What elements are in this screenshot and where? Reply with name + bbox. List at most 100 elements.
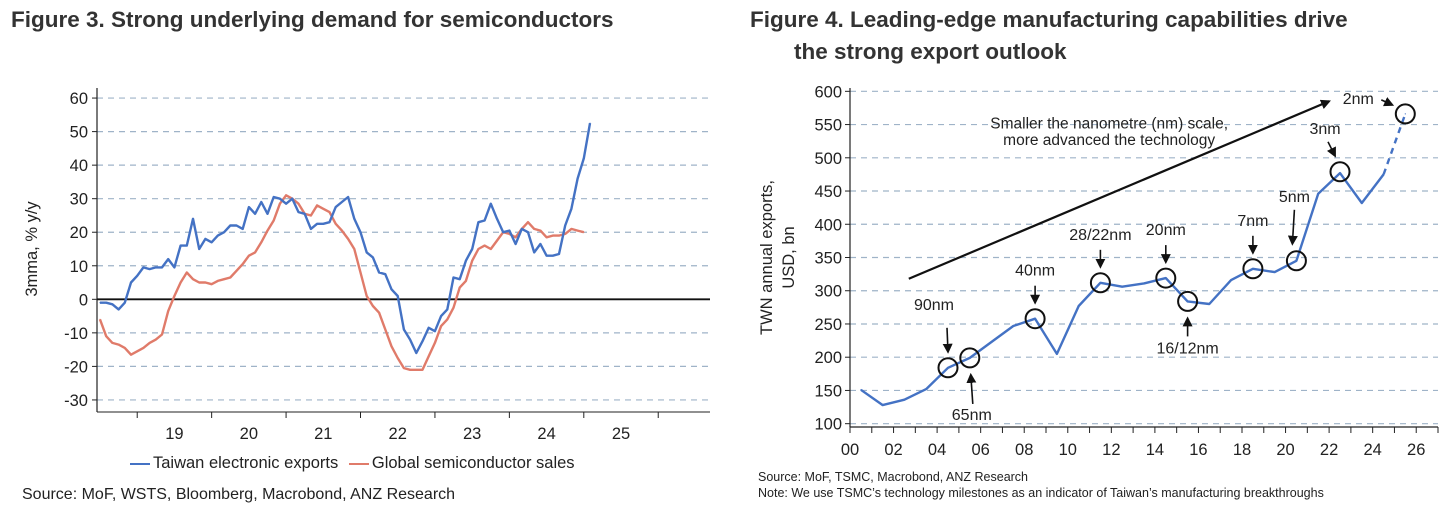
x-tick-label: 02 (884, 441, 902, 459)
data-point (341, 201, 343, 203)
y-tick-label: -20 (64, 358, 88, 376)
data-point (378, 271, 380, 274)
data-point (211, 283, 213, 285)
x-tick-label: 20 (1276, 441, 1294, 459)
milestone-arrow (1287, 209, 1298, 246)
data-point (372, 256, 374, 258)
milestone-label: 40nm (1015, 263, 1055, 280)
y-tick-label: 350 (814, 250, 842, 268)
annotation-line1: Smaller the nanometre (nm) scale, (990, 116, 1228, 133)
annotation-line2: more advanced the technology (1003, 132, 1215, 149)
data-point (446, 308, 448, 310)
data-point (1056, 353, 1058, 355)
legend-item-taiwan-exports: Taiwan electronic exports (130, 454, 338, 473)
data-point (273, 196, 275, 198)
data-point (111, 303, 113, 305)
x-tick-label: 14 (1146, 441, 1164, 459)
data-point (490, 203, 492, 205)
data-point (564, 233, 566, 235)
data-point (285, 203, 287, 205)
data-point (136, 275, 138, 277)
data-point (1361, 202, 1363, 204)
figure-4-source: Source: MoF, TSMC, Macrobond, ANZ Resear… (758, 470, 1029, 484)
x-tick-label: 26 (1407, 441, 1425, 459)
milestone-label: 20nm (1146, 222, 1186, 239)
legend-item-global-semis: Global semiconductor sales (348, 454, 575, 473)
milestone-40nm: 40nm (1015, 263, 1055, 330)
data-point (266, 213, 269, 215)
x-tick-label: 08 (1015, 441, 1033, 459)
data-point (192, 218, 194, 220)
data-point (105, 302, 107, 304)
data-point (161, 266, 163, 268)
x-tick-label: 06 (971, 441, 989, 459)
data-point (533, 251, 535, 253)
data-point (1078, 305, 1080, 307)
data-point (124, 302, 126, 304)
data-point (508, 230, 510, 232)
data-point (180, 245, 182, 247)
data-point (947, 367, 949, 369)
milestone-16-12nm: 16/12nm (1156, 290, 1219, 357)
data-point (235, 224, 238, 227)
data-point (552, 255, 554, 257)
data-point (421, 369, 424, 371)
data-point (533, 228, 535, 230)
data-point (570, 228, 573, 230)
data-point (496, 218, 498, 220)
data-point (322, 223, 324, 225)
data-point (297, 211, 300, 213)
data-point (589, 122, 591, 124)
y-tick-label: 250 (814, 316, 842, 334)
data-point (378, 312, 380, 314)
legend-swatch-global-semis (348, 462, 369, 465)
data-point (186, 271, 188, 274)
data-point (136, 350, 138, 352)
data-point (502, 231, 504, 233)
milestone-circle (959, 347, 981, 369)
data-point (366, 251, 368, 253)
figure-3-panel: Figure 3. Strong underlying demand for s… (11, 7, 710, 503)
data-point (328, 221, 331, 223)
data-point (477, 221, 479, 223)
data-point (882, 404, 884, 406)
milestone-label: 2nm (1343, 91, 1374, 108)
y-axis-label-line2: USD, bn (780, 226, 798, 288)
figure-4-note: Note: We use TSMC’s technology milestone… (758, 486, 1324, 500)
data-point (273, 219, 275, 222)
data-point (403, 367, 405, 369)
data-point (99, 302, 101, 304)
data-point (223, 278, 225, 280)
data-point (477, 248, 479, 250)
data-point (403, 328, 405, 331)
data-point (925, 388, 927, 390)
y-tick-label: -30 (64, 392, 88, 410)
data-point (409, 369, 411, 371)
data-point (1034, 318, 1036, 320)
data-point (434, 330, 436, 332)
data-point (142, 347, 144, 349)
data-point (372, 305, 374, 307)
data-point (1121, 286, 1123, 288)
data-point (291, 198, 293, 200)
milestone-90nm: 90nm (914, 297, 959, 379)
milestone-7nm: 7nm (1237, 213, 1268, 280)
data-point (1274, 271, 1276, 273)
data-point (149, 342, 151, 344)
data-point (409, 339, 411, 341)
milestone-arrow (942, 327, 953, 354)
x-tick-label: 12 (1102, 441, 1120, 459)
data-point (452, 307, 455, 309)
data-point (452, 276, 455, 279)
milestone-5nm: 5nm (1279, 189, 1310, 272)
data-point (465, 260, 467, 262)
data-point (285, 194, 287, 196)
data-point (490, 248, 492, 250)
data-point (1143, 282, 1145, 284)
data-point (118, 308, 120, 310)
data-point (1230, 279, 1232, 281)
y-tick-label: 20 (70, 224, 88, 242)
data-point (297, 203, 300, 205)
data-point (99, 318, 101, 320)
data-point (322, 208, 324, 210)
